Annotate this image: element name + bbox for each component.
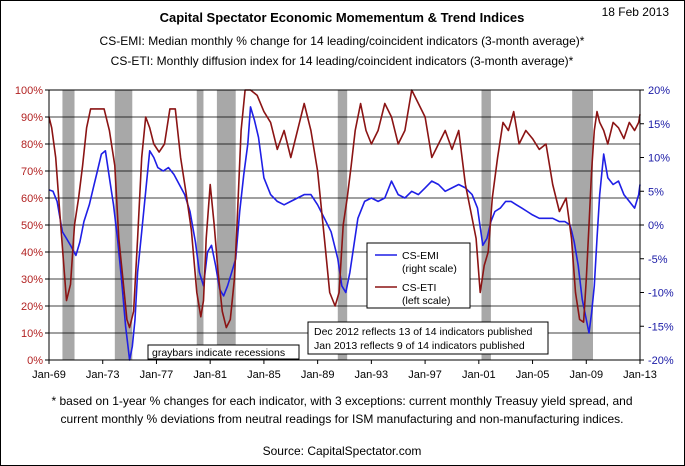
footnote-line-1: * based on 1-year % changes for each ind… bbox=[52, 394, 633, 408]
chart-title: Capital Spectator Economic Momementum & … bbox=[160, 10, 525, 25]
left-tick-label: 40% bbox=[21, 247, 43, 259]
left-axis: 0% 10% 20% 30% 40% 50% 60% 70% 80% 90% 100% bbox=[15, 85, 49, 367]
legend-box bbox=[366, 242, 471, 309]
left-tick-label: 0% bbox=[27, 355, 43, 367]
x-tick-label: Jan-01 bbox=[462, 369, 496, 381]
left-tick-label: 70% bbox=[21, 166, 43, 178]
right-tick-label: 20% bbox=[648, 85, 670, 97]
left-tick-label: 60% bbox=[21, 193, 43, 205]
left-tick-label: 100% bbox=[15, 85, 43, 97]
publication-note-jan: Jan 2013 reflects 9 of 14 indicators pub… bbox=[314, 340, 525, 352]
x-tick-label: Jan-77 bbox=[140, 369, 174, 381]
x-tick-label: Jan-13 bbox=[623, 369, 657, 381]
x-tick-label: Jan-73 bbox=[86, 369, 120, 381]
legend-sublabel-eti: (left scale) bbox=[402, 295, 450, 307]
right-axis: -20% -15% -10% -5% 0% 5% 10% 15% 20% bbox=[640, 85, 674, 367]
x-tick-label: Jan-85 bbox=[247, 369, 281, 381]
chart-date: 18 Feb 2013 bbox=[602, 5, 670, 19]
legend-sublabel-emi: (right scale) bbox=[402, 263, 457, 275]
chart-subtitle-emi: CS-EMI: Median monthly % change for 14 l… bbox=[100, 34, 585, 48]
publication-note-box bbox=[307, 321, 549, 355]
gridlines bbox=[49, 116, 640, 334]
left-tick-label: 80% bbox=[21, 139, 43, 151]
x-tick-label: Jan-05 bbox=[516, 369, 550, 381]
recession-note-box bbox=[147, 344, 300, 360]
right-tick-label: -10% bbox=[648, 288, 674, 300]
recession-note: graybars indicate recessions bbox=[152, 347, 285, 359]
right-tick-label: 15% bbox=[648, 119, 670, 131]
source-note: Source: CapitalSpectator.com bbox=[263, 444, 422, 458]
left-tick-label: 30% bbox=[21, 274, 43, 286]
right-tick-label: 10% bbox=[648, 153, 670, 165]
series-line-cs-eti bbox=[48, 89, 641, 329]
right-tick-label: -20% bbox=[648, 355, 674, 367]
x-tick-label: Jan-69 bbox=[32, 369, 66, 381]
right-tick-label: -15% bbox=[648, 321, 674, 333]
left-tick-label: 20% bbox=[21, 301, 43, 313]
x-tick-label: Jan-93 bbox=[355, 369, 389, 381]
legend-label-emi: CS-EMI bbox=[402, 250, 439, 262]
footnote-line-2: current monthly % deviations from neutra… bbox=[61, 412, 624, 426]
left-tick-label: 10% bbox=[21, 328, 43, 340]
left-tick-label: 90% bbox=[21, 112, 43, 124]
right-tick-label: -5% bbox=[648, 254, 668, 266]
x-tick-label: Jan-81 bbox=[193, 369, 227, 381]
right-tick-label: 5% bbox=[648, 186, 664, 198]
series-line-cs-emi bbox=[48, 106, 641, 361]
x-tick-label: Jan-09 bbox=[569, 369, 603, 381]
left-tick-label: 50% bbox=[21, 220, 43, 232]
series-layer bbox=[48, 89, 641, 361]
chart-subtitle-eti: CS-ETI: Monthly diffusion index for 14 l… bbox=[111, 54, 574, 68]
publication-note-dec: Dec 2012 reflects 13 of 14 indicators pu… bbox=[314, 326, 532, 338]
x-tick-label: Jan-97 bbox=[408, 369, 442, 381]
x-axis: Jan-69 Jan-73 Jan-77 Jan-81 Jan-85 Jan-89 Jan-… bbox=[32, 360, 657, 381]
x-tick-label: Jan-89 bbox=[301, 369, 335, 381]
right-tick-label: 0% bbox=[648, 220, 664, 232]
legend: CS-EMI (right scale) CS-ETI (left scale) bbox=[366, 242, 471, 309]
legend-label-eti: CS-ETI bbox=[402, 282, 436, 294]
